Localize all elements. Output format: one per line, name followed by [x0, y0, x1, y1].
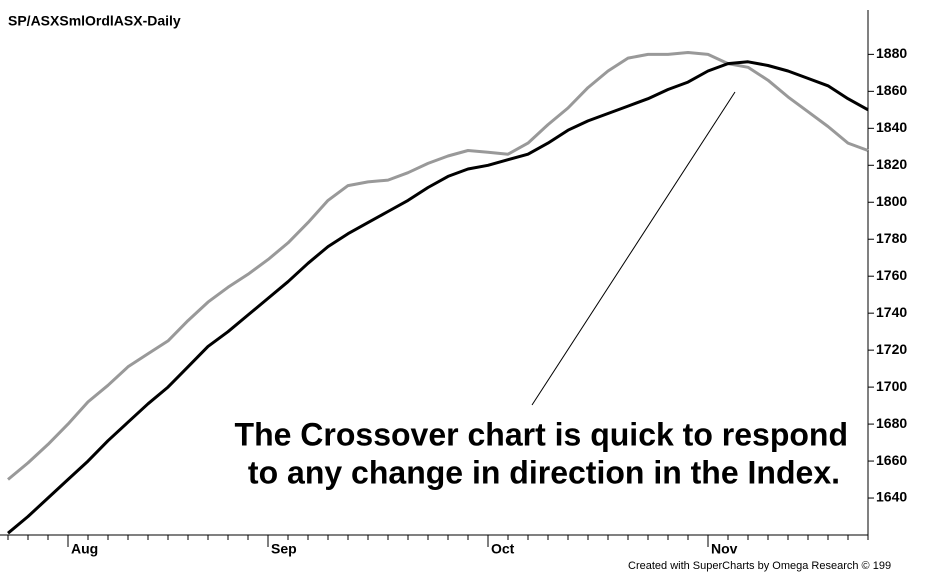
chart-title: SP/ASXSmlOrdlASX-Daily: [8, 13, 181, 29]
x-tick-label: Oct: [491, 541, 515, 557]
credit: Created with SuperCharts by Omega Resear…: [628, 560, 891, 572]
y-tick-label: 1780: [876, 230, 907, 246]
y-tick-label: 1720: [876, 341, 907, 357]
y-tick-label: 1860: [876, 82, 907, 98]
x-tick-label: Sep: [271, 541, 297, 557]
y-tick-label: 1640: [876, 489, 907, 505]
series-line: [7, 51, 869, 481]
x-tick-label: Nov: [711, 541, 738, 557]
y-tick-label: 1840: [876, 119, 907, 135]
y-tick-label: 1800: [876, 193, 907, 209]
y-tick-label: 1760: [876, 267, 907, 283]
y-tick-label: 1660: [876, 452, 907, 468]
y-tick-label: 1700: [876, 378, 907, 394]
x-tick-label: Aug: [71, 541, 98, 557]
y-tick-label: 1740: [876, 304, 907, 320]
annotation-text: to any change in direction in the Index.: [248, 454, 840, 490]
annotation-text: The Crossover chart is quick to respond: [235, 416, 848, 452]
y-tick-label: 1880: [876, 45, 907, 61]
annotation-pointer: [531, 91, 736, 406]
series-line: [7, 60, 869, 535]
y-tick-label: 1820: [876, 156, 907, 172]
y-tick-label: 1680: [876, 415, 907, 431]
